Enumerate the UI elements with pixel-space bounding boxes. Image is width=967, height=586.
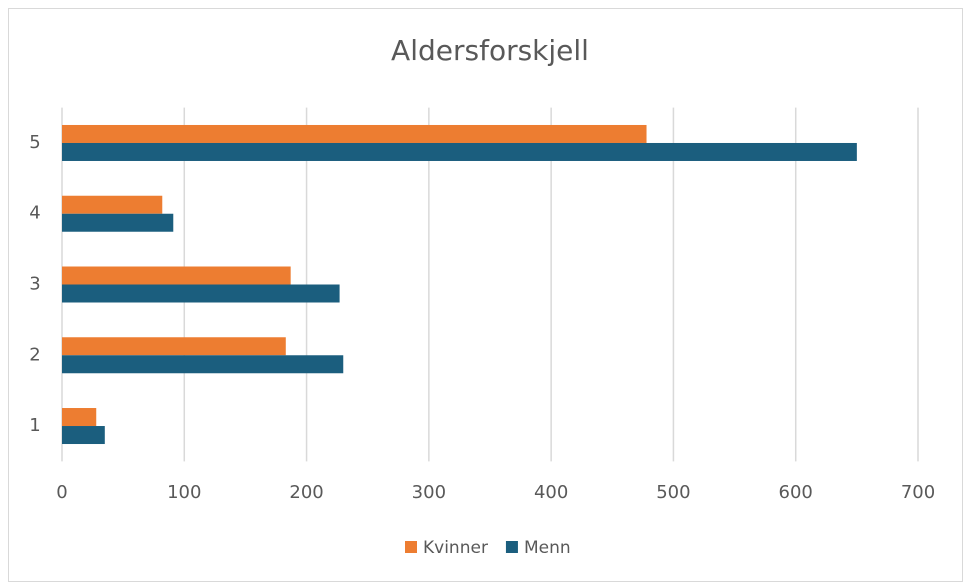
bar xyxy=(62,408,97,427)
y-tick-label: 4 xyxy=(29,203,40,224)
x-tick-label: 0 xyxy=(56,482,67,503)
bar xyxy=(62,213,174,232)
x-tick-label: 200 xyxy=(289,482,323,503)
legend-swatch xyxy=(405,541,417,553)
bar xyxy=(62,355,344,374)
y-tick-label: 5 xyxy=(29,132,40,153)
chart-title: Aldersforskjell xyxy=(391,34,589,67)
x-tick-label: 400 xyxy=(534,482,568,503)
legend-label: Kvinner xyxy=(423,538,488,558)
bar xyxy=(62,142,857,161)
x-tick-label: 300 xyxy=(412,482,446,503)
y-tick-label: 1 xyxy=(29,415,40,436)
x-tick-label: 100 xyxy=(167,482,201,503)
bar xyxy=(62,266,291,285)
bar xyxy=(62,124,647,143)
legend-label: Menn xyxy=(524,538,571,558)
bar xyxy=(62,426,105,445)
x-tick-label: 700 xyxy=(901,482,935,503)
x-tick-label: 600 xyxy=(779,482,813,503)
bar xyxy=(62,195,163,214)
y-tick-label: 3 xyxy=(29,274,40,295)
bar xyxy=(62,284,340,303)
x-tick-label: 500 xyxy=(656,482,690,503)
bar xyxy=(62,337,286,356)
y-tick-label: 2 xyxy=(29,344,40,365)
legend-swatch xyxy=(505,541,518,553)
